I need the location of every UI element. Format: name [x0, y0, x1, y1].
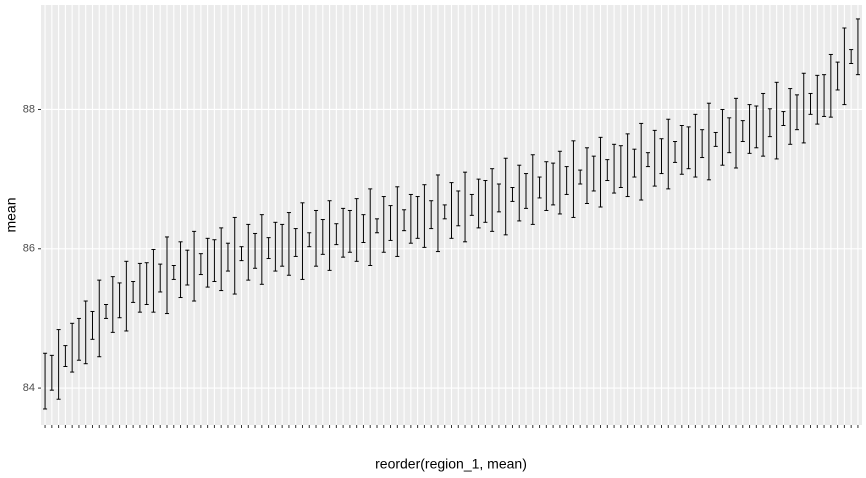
y-tick-label: 84 — [23, 382, 35, 394]
y-axis-title: mean — [3, 197, 19, 232]
y-tick-label: 86 — [23, 243, 35, 255]
x-axis-title: reorder(region_1, mean) — [375, 456, 527, 472]
y-tick-label: 88 — [23, 103, 35, 115]
